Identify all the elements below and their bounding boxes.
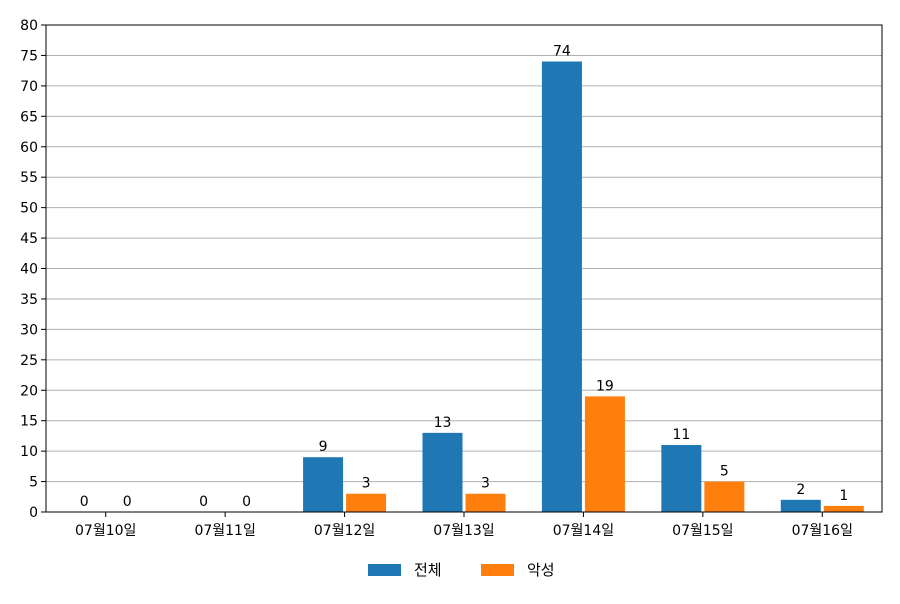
y-tick-label: 30 <box>20 322 38 338</box>
y-tick-label: 5 <box>29 475 38 491</box>
y-tick-label: 75 <box>20 48 38 64</box>
data-label-malicious: 3 <box>481 476 490 492</box>
bar-total <box>303 457 344 512</box>
y-tick-label: 80 <box>20 18 38 34</box>
y-tick-label: 10 <box>20 444 38 460</box>
data-label-total: 0 <box>199 494 208 510</box>
x-tick-label: 07월11일 <box>194 523 255 539</box>
data-label-total: 13 <box>434 415 452 431</box>
y-tick-label: 55 <box>20 170 38 186</box>
data-label-malicious: 0 <box>242 494 251 510</box>
gridlines <box>46 24 882 483</box>
x-tick-label: 07월14일 <box>553 523 614 539</box>
plot-frame <box>45 24 883 513</box>
bar-malicious <box>823 505 864 512</box>
y-tick-label: 60 <box>20 140 38 156</box>
y-tick-label: 35 <box>20 292 38 308</box>
data-label-malicious: 5 <box>720 464 729 480</box>
y-tick-label: 20 <box>20 383 38 399</box>
data-label-total: 11 <box>672 427 690 443</box>
bar-malicious <box>346 493 387 512</box>
y-tick-label: 50 <box>20 201 38 217</box>
x-tick-label: 07월15일 <box>672 523 733 539</box>
bar-malicious <box>704 481 745 512</box>
data-label-total: 0 <box>80 494 89 510</box>
bars <box>303 61 864 513</box>
data-label-total: 2 <box>796 482 805 498</box>
data-label-total: 74 <box>553 44 571 60</box>
x-tick-label: 07월13일 <box>433 523 494 539</box>
x-tick-label: 07월12일 <box>314 523 375 539</box>
y-tick-label: 70 <box>20 79 38 95</box>
bar-total <box>541 61 582 513</box>
data-label-malicious: 19 <box>596 378 614 394</box>
legend: 전체 악성 <box>368 561 555 579</box>
x-tick-label: 07월10일 <box>75 523 136 539</box>
bar-malicious <box>584 396 625 512</box>
legend-swatch-total <box>368 564 401 576</box>
data-label-malicious: 3 <box>362 476 371 492</box>
y-tick-label: 45 <box>20 231 38 247</box>
x-tick-label: 07월16일 <box>792 523 853 539</box>
bar-total <box>661 445 702 512</box>
bar-malicious <box>465 493 506 512</box>
data-labels: 0 0 0 0 9 3 13 3 74 19 11 5 2 1 <box>80 44 848 510</box>
y-tick-label: 25 <box>20 353 38 369</box>
bar-total <box>422 432 463 512</box>
y-tick-label: 15 <box>20 414 38 430</box>
legend-label-total: 전체 <box>414 561 442 579</box>
y-tick-label: 65 <box>20 109 38 125</box>
y-tick-label: 0 <box>29 505 38 521</box>
data-label-malicious: 0 <box>123 494 132 510</box>
data-label-malicious: 1 <box>839 488 848 504</box>
legend-label-malicious: 악성 <box>527 561 555 579</box>
bar-total <box>780 499 821 512</box>
y-tick-label: 40 <box>20 262 38 278</box>
data-label-total: 9 <box>319 439 328 455</box>
legend-swatch-malicious <box>481 564 514 576</box>
